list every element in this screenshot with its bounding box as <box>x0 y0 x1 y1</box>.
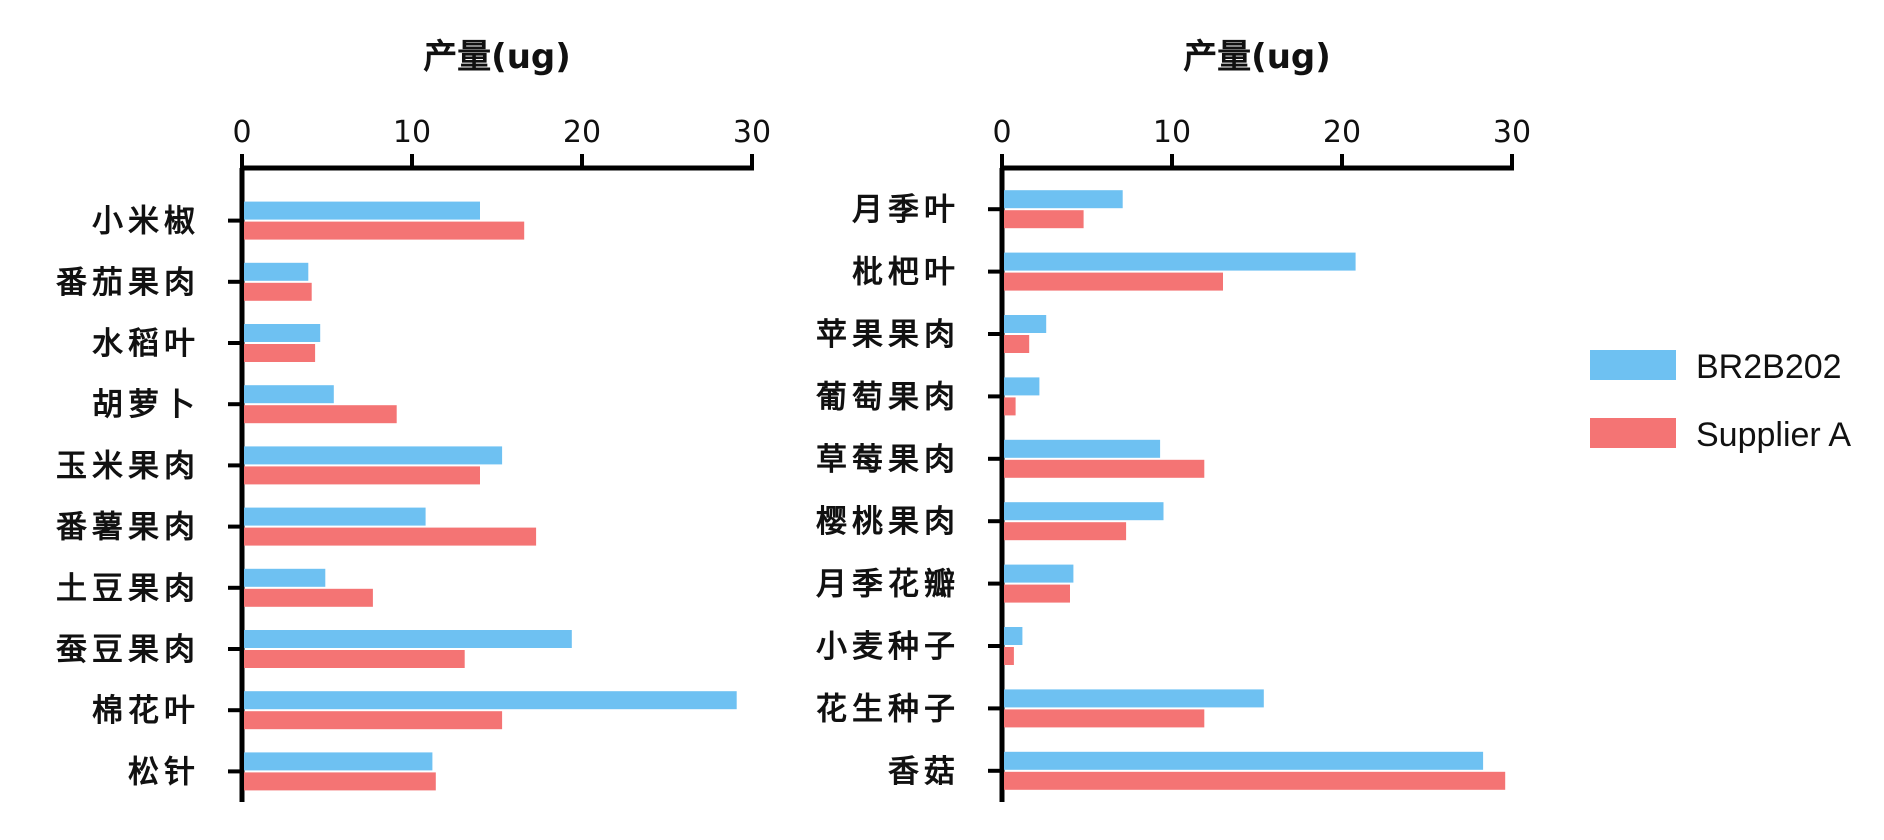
category-label: 草莓果肉 <box>816 442 960 478</box>
bar-series-1 <box>244 324 321 342</box>
category-label: 香菇 <box>888 754 960 790</box>
bar-series-2 <box>244 466 480 485</box>
category-label: 棉花叶 <box>92 693 200 729</box>
category-label: 土豆果肉 <box>56 571 200 607</box>
bar-series-1 <box>244 385 334 404</box>
bar-series-2 <box>1004 584 1070 603</box>
x-tick-label: 30 <box>1493 115 1531 150</box>
category-label: 小麦种子 <box>816 629 960 665</box>
bar-series-1 <box>1004 689 1264 708</box>
bar-series-1 <box>1004 564 1074 583</box>
x-axis-title: 产量(ug) <box>423 37 571 77</box>
x-tick-label: 20 <box>563 115 601 150</box>
bar-series-2 <box>244 650 465 668</box>
bar-series-2 <box>1004 771 1506 790</box>
bar-series-2 <box>1004 709 1205 728</box>
category-label: 月季叶 <box>852 192 960 228</box>
bar-series-1 <box>244 691 737 710</box>
bar-series-2 <box>244 405 397 424</box>
x-axis-title: 产量(ug) <box>1183 37 1331 77</box>
bar-series-2 <box>1004 647 1014 665</box>
bar-series-2 <box>244 588 373 607</box>
bar-series-2 <box>1004 210 1084 229</box>
x-tick-label: 0 <box>992 115 1011 150</box>
bar-series-1 <box>244 752 433 771</box>
legend-label-1: BR2B202 <box>1696 348 1842 386</box>
x-tick-label: 10 <box>393 115 431 150</box>
category-label: 花生种子 <box>816 691 960 727</box>
category-label: 樱桃果肉 <box>816 504 960 540</box>
bar-series-2 <box>244 344 316 362</box>
bar-series-1 <box>1004 751 1484 770</box>
bar-series-2 <box>244 711 503 730</box>
bar-series-1 <box>1004 252 1356 271</box>
bar-series-2 <box>1004 335 1030 353</box>
bar-series-1 <box>244 262 309 281</box>
category-label: 松针 <box>128 754 200 790</box>
bar-series-1 <box>244 507 426 526</box>
bar-series-1 <box>244 446 503 465</box>
x-tick-label: 20 <box>1323 115 1361 150</box>
category-label: 番薯果肉 <box>56 510 200 546</box>
bar-series-1 <box>244 201 480 220</box>
bar-series-1 <box>1004 502 1164 521</box>
bar-series-2 <box>244 772 436 791</box>
bar-series-2 <box>244 282 312 301</box>
bar-series-1 <box>244 568 326 587</box>
category-label: 苹果果肉 <box>816 317 960 353</box>
bar-series-2 <box>244 221 525 240</box>
bar-series-2 <box>1004 459 1205 478</box>
bar-series-1 <box>1004 439 1161 458</box>
category-label: 蚕豆果肉 <box>56 632 200 668</box>
category-label: 小米椒 <box>92 204 200 240</box>
x-tick-label: 10 <box>1153 115 1191 150</box>
bar-series-1 <box>244 630 572 648</box>
category-label: 玉米果肉 <box>56 448 200 484</box>
legend-swatch-2 <box>1590 418 1676 448</box>
category-label: 葡萄果肉 <box>816 379 960 415</box>
x-tick-label: 30 <box>733 115 771 150</box>
category-label: 番茄果肉 <box>56 265 200 301</box>
x-tick-label: 0 <box>232 115 251 150</box>
bar-series-1 <box>1004 190 1123 209</box>
bar-series-2 <box>1004 522 1127 541</box>
category-label: 胡萝卜 <box>92 387 200 423</box>
bar-series-1 <box>1004 315 1047 333</box>
category-label: 水稻叶 <box>92 326 200 362</box>
category-label: 月季花瓣 <box>816 567 960 603</box>
bar-series-2 <box>1004 272 1223 291</box>
bar-series-2 <box>1004 397 1016 416</box>
bar-series-1 <box>1004 377 1040 396</box>
bar-series-2 <box>244 527 537 546</box>
bar-series-1 <box>1004 627 1023 645</box>
legend-swatch-1 <box>1590 350 1676 380</box>
category-label: 枇杷叶 <box>852 255 960 291</box>
legend-label-2: Supplier A <box>1696 416 1851 454</box>
